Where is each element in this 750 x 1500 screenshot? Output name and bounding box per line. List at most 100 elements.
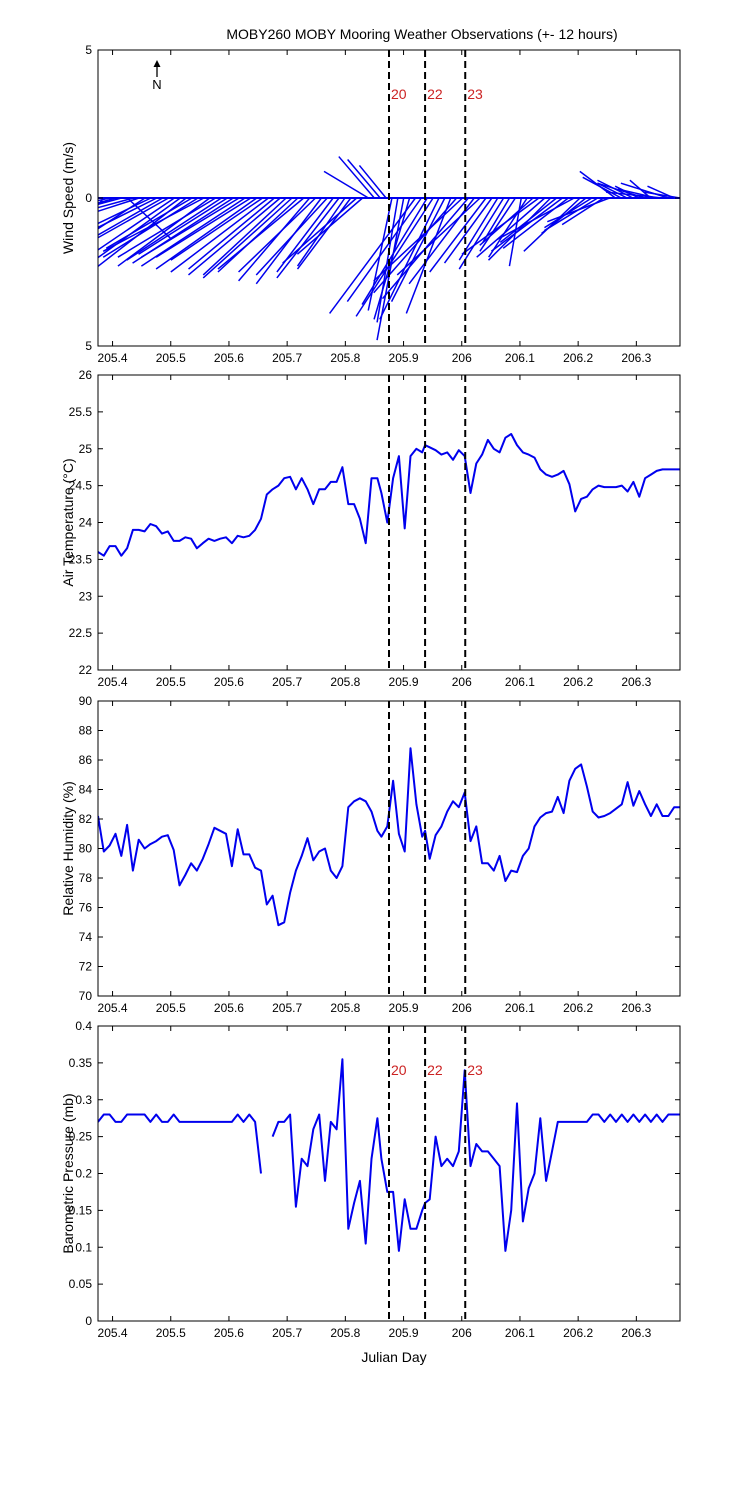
wind-vector <box>98 197 164 236</box>
y-tick-label: 76 <box>79 901 93 915</box>
y-tick-label: 0.1 <box>75 1240 92 1254</box>
north-indicator: N <box>152 60 162 92</box>
wind-vector <box>376 197 399 323</box>
y-tick-label: 24.5 <box>69 479 93 493</box>
wind-vector <box>329 197 417 314</box>
x-tick-label: 206.2 <box>563 1326 593 1340</box>
x-tick-label: 205.9 <box>389 1001 419 1015</box>
x-tick-label: 205.9 <box>389 351 419 365</box>
wind-vector <box>373 197 411 320</box>
x-tick-label: 205.8 <box>330 1001 360 1015</box>
wind-vector <box>443 197 493 264</box>
wind-vector <box>102 197 199 258</box>
humidity-plot-area <box>98 747 680 927</box>
wind-vector <box>544 197 593 229</box>
wind-vector <box>276 197 340 279</box>
wind-vector <box>361 197 428 305</box>
north-arrowhead-icon <box>153 60 161 67</box>
x-tick-label: 205.4 <box>98 351 128 365</box>
wind-vector <box>379 197 440 320</box>
wind-vector <box>138 197 228 255</box>
y-tick-label: 86 <box>79 753 93 767</box>
wind-vector <box>644 191 680 199</box>
y-tick-label: 0.3 <box>75 1093 92 1107</box>
wind-vector <box>217 197 305 270</box>
wind-vector <box>102 197 205 252</box>
wind-plot-area <box>98 156 680 341</box>
x-tick-label: 205.4 <box>98 1001 128 1015</box>
wind-vector <box>170 197 269 273</box>
x-tick-label: 205.8 <box>330 1326 360 1340</box>
wind-vector <box>390 197 446 302</box>
wind-vector <box>202 197 293 279</box>
wind-vector <box>544 197 599 232</box>
wind-vector <box>373 197 463 282</box>
x-tick-label: 205.7 <box>272 351 302 365</box>
x-tick-label: 205.7 <box>272 1326 302 1340</box>
x-tick-label: 205.5 <box>156 1001 186 1015</box>
y-tick-label: 0.15 <box>69 1203 93 1217</box>
humidity-panel: 70 72 74 76 78 80 82 84 86 88 90 205.4 205.5 205.6 205… <box>60 694 681 1015</box>
wind-vector <box>396 197 481 276</box>
x-tick-label: 205.4 <box>98 675 128 689</box>
x-tick-label: 206 <box>452 1326 472 1340</box>
marker-label: 22 <box>427 1062 443 1078</box>
y-tick-label: 88 <box>79 724 93 738</box>
x-tick-label: 205.5 <box>156 351 186 365</box>
figure-title: MOBY260 MOBY Mooring Weather Observation… <box>226 26 617 42</box>
wind-vector <box>141 197 240 258</box>
y-tick-label: 74 <box>79 930 93 944</box>
y-tick-label: 0.35 <box>69 1056 93 1070</box>
wind-vector <box>98 197 110 202</box>
y-tick-label: 70 <box>79 989 93 1003</box>
y-tick-label: 0.05 <box>69 1277 93 1291</box>
x-tick-label: 206.2 <box>563 675 593 689</box>
wind-vector <box>98 197 152 225</box>
wind-vector <box>405 197 452 314</box>
wind-vector <box>296 197 346 267</box>
x-axis-label: Julian Day <box>361 1349 426 1365</box>
marker-label: 23 <box>467 86 483 102</box>
wind-vector <box>476 197 546 258</box>
wind-vector <box>98 197 134 209</box>
wind-vector <box>117 197 216 258</box>
y-tick-label: 5 <box>85 339 92 353</box>
x-tick-label: 206 <box>452 1001 472 1015</box>
x-tick-label: 205.5 <box>156 1326 186 1340</box>
x-tick-label: 205.7 <box>272 675 302 689</box>
x-tick-label: 205.9 <box>389 1326 419 1340</box>
wind-vector <box>255 197 328 276</box>
y-tick-label: 80 <box>79 842 93 856</box>
marker-label: 20 <box>391 1062 407 1078</box>
marker-label: 20 <box>391 86 407 102</box>
wind-vector <box>620 182 669 199</box>
y-tick-label: 0 <box>85 1314 92 1328</box>
y-tick-label: 23.5 <box>69 552 93 566</box>
marker-label: 23 <box>467 1062 483 1078</box>
wind-vector <box>238 197 311 282</box>
x-tick-label: 206.1 <box>505 675 535 689</box>
airtemp-plot-area <box>98 433 680 557</box>
x-tick-label: 206.1 <box>505 1001 535 1015</box>
wind-vector <box>606 191 663 199</box>
wind-vector <box>496 197 575 241</box>
y-tick-label: 84 <box>79 783 93 797</box>
y-tick-label: 0.4 <box>75 1019 92 1033</box>
x-tick-label: 205.7 <box>272 1001 302 1015</box>
x-tick-label: 206.3 <box>621 675 651 689</box>
wind-vector <box>323 170 369 199</box>
wind-vector <box>188 197 281 276</box>
x-tick-label: 205.9 <box>389 675 419 689</box>
wind-vector <box>346 197 422 303</box>
y-tick-label: 5 <box>85 43 92 57</box>
humidity-series-line <box>98 747 680 927</box>
wind-vector <box>170 197 264 261</box>
x-tick-label: 206.3 <box>621 351 651 365</box>
marker-label: 22 <box>427 86 443 102</box>
wind-vector <box>140 197 246 267</box>
wind-vector <box>296 197 364 255</box>
wind-vector <box>597 182 628 199</box>
wind-vector <box>282 197 358 264</box>
x-tick-label: 206.1 <box>505 351 535 365</box>
